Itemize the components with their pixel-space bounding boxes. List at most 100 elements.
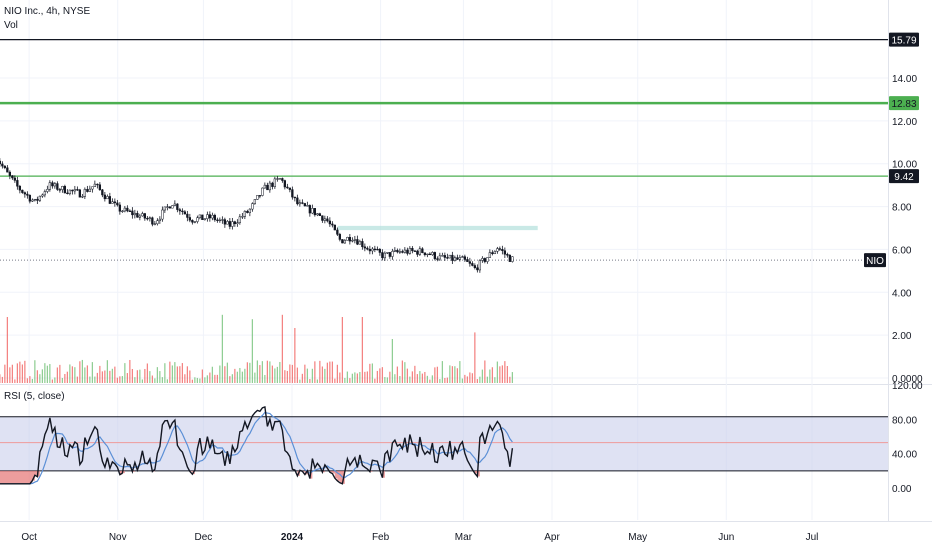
volume-bar: [454, 366, 456, 383]
volume-bar: [371, 363, 373, 383]
candle-body: [243, 211, 247, 217]
candle-body: [436, 258, 439, 260]
volume-bar: [211, 366, 213, 383]
volume-bar: [214, 374, 216, 383]
candle-body: [53, 183, 57, 187]
volume-bar: [451, 366, 453, 383]
volume-bar: [6, 317, 8, 383]
volume-bar: [356, 373, 358, 383]
candle-body: [123, 207, 127, 212]
candle-body: [268, 182, 272, 191]
candle-body: [293, 196, 297, 199]
volume-bar: [69, 364, 71, 383]
symbol-title[interactable]: NIO Inc., 4h, NYSE: [4, 6, 91, 17]
volume-bar: [129, 359, 131, 383]
price-tick-label: 10.00: [892, 160, 917, 171]
candle-body: [481, 258, 484, 261]
time-tick-label: Mar: [455, 532, 473, 543]
candle-body: [36, 198, 39, 201]
candle-body: [81, 196, 84, 198]
candle-body: [33, 198, 37, 201]
volume-bar: [151, 375, 153, 383]
candle-body: [353, 239, 357, 241]
candle-body: [356, 239, 359, 245]
level-tag-15.79: 15.79: [891, 36, 916, 47]
candle-body: [71, 189, 74, 192]
volume-bar: [464, 374, 466, 383]
candle-body: [301, 202, 304, 204]
candle-body: [188, 217, 192, 221]
candle-body: [218, 219, 222, 222]
volume-bar: [9, 367, 11, 383]
candle-body: [321, 215, 324, 221]
candle-body: [313, 208, 317, 216]
volume-bar: [389, 371, 391, 383]
candle-body: [476, 267, 479, 271]
volume-bar: [274, 368, 276, 383]
candle-body: [433, 252, 437, 259]
level-tag-bg: [889, 96, 919, 111]
volume-bar: [379, 368, 381, 383]
candle-body: [368, 248, 372, 252]
candle-body: [283, 180, 287, 188]
volume-bar: [494, 377, 496, 383]
candle-body: [211, 214, 214, 219]
candle-body: [1, 163, 4, 167]
candle-body: [41, 194, 44, 197]
candle-body: [126, 207, 129, 212]
candle-body: [251, 203, 254, 210]
volume-bar: [126, 373, 128, 383]
volume-bar: [64, 374, 66, 383]
volume-bar: [186, 366, 188, 383]
candle-body: [226, 221, 229, 225]
price-tick-label: 0.0000: [892, 374, 923, 385]
volume-bar: [296, 367, 298, 383]
candle-body: [443, 255, 447, 258]
candle-body: [281, 178, 284, 181]
rsi-tick-label: 0.00: [892, 484, 912, 495]
volume-legend[interactable]: Vol: [4, 20, 18, 31]
volume-bar: [474, 332, 476, 383]
volume-bar: [101, 371, 103, 383]
volume-bar: [194, 377, 196, 383]
rsi-legend[interactable]: RSI (5, close): [4, 391, 65, 402]
candle-body: [6, 167, 9, 173]
horizontal-levels: 15.79 12.83 9.42 NIO: [0, 32, 919, 268]
candle-body: [158, 218, 162, 221]
volume-bar: [491, 367, 493, 383]
volume-bar: [39, 374, 41, 383]
volume-bar: [159, 371, 161, 383]
volume-bar: [124, 363, 126, 383]
candle-body: [358, 241, 362, 245]
volume-bar: [306, 368, 308, 383]
volume-bar: [261, 361, 263, 383]
volume-bar: [76, 376, 78, 383]
rsi-line: [0, 405, 514, 485]
candle-body: [383, 252, 387, 259]
volume-bar: [121, 376, 123, 383]
candle-body: [253, 199, 257, 204]
price-tick-label: 2.00: [892, 331, 912, 342]
time-tick-label: Feb: [372, 532, 390, 543]
candle-body: [458, 257, 462, 260]
volume-bar: [429, 379, 431, 383]
volume-bar: [376, 370, 378, 383]
candle-body: [328, 220, 332, 225]
volume-bar: [316, 379, 318, 383]
volume-bar: [259, 365, 261, 383]
candle-body: [323, 218, 327, 221]
candle-body: [396, 250, 399, 253]
candle-body: [501, 249, 504, 251]
time-tick-label: Dec: [195, 532, 213, 543]
volume-bar: [354, 372, 356, 383]
rsi-tick-label: 40.00: [892, 450, 917, 461]
candle-body: [186, 213, 189, 218]
volume-bar: [99, 365, 101, 383]
candle-body: [271, 182, 274, 187]
volume-bar: [511, 372, 513, 383]
volume-bar: [421, 373, 423, 383]
candle-body: [111, 201, 114, 204]
volume-bar: [446, 377, 448, 383]
volume-bar: [109, 370, 111, 383]
